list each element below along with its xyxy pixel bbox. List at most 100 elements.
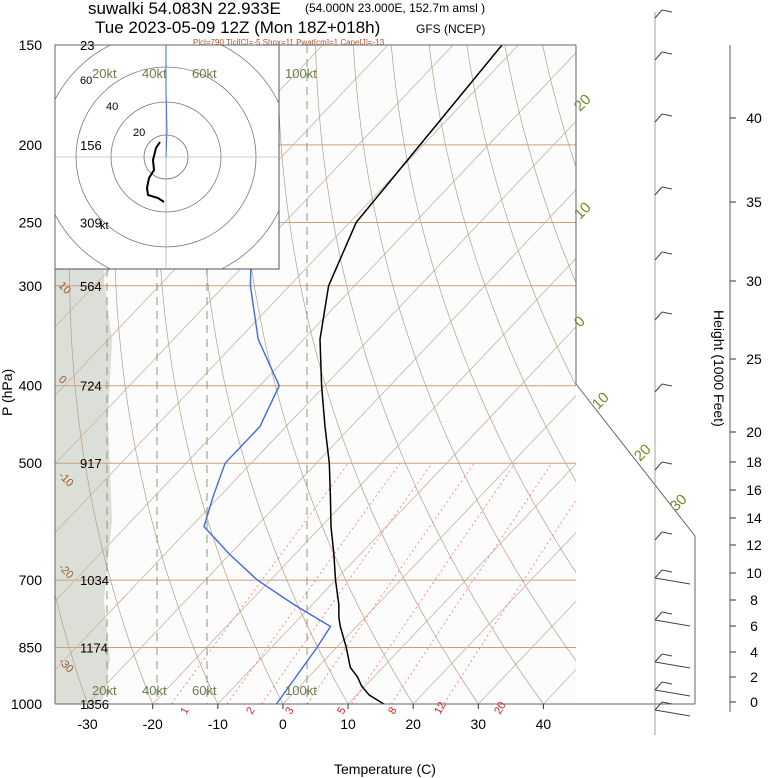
dry-adiabat-90 (504, 45, 576, 284)
dry-adiabat-70 (428, 45, 576, 482)
isotherm-40 (543, 669, 576, 704)
plot-right-outline (575, 45, 696, 704)
temperature-profile (319, 45, 503, 704)
mixing-ratio-label: 8 (386, 705, 399, 716)
wind-barb-long (654, 661, 691, 669)
wind-label-100kt-bottom: 100kt (285, 683, 317, 698)
geopotential-height-label: 564 (80, 279, 102, 294)
hodograph-ring-label-60: 60 (80, 75, 92, 87)
wind-barb-shaft (654, 611, 663, 621)
wind-barb-flag (661, 113, 673, 117)
wind-barb-shaft (654, 9, 663, 19)
pressure-tick-label: 1000 (11, 696, 42, 712)
wind-label-60kt-bottom: 60kt (192, 683, 217, 698)
wind-barb-long (654, 619, 691, 627)
run-time-title: Tue 2023-05-09 12Z (Mon 18Z+018h) (95, 18, 380, 37)
x-tick-label: -10 (208, 716, 228, 732)
hodograph: 60 40 20 kt (54, 44, 280, 270)
pressure-tick-label: 400 (19, 378, 43, 394)
mixing-ratio-3 (261, 462, 433, 704)
isotherm--70 (55, 45, 454, 465)
isotherm-0 (282, 394, 576, 704)
wind-label-60kt-top: 60kt (192, 66, 217, 81)
wind-barb-flag (661, 383, 673, 387)
hodograph-upper-trace (165, 45, 168, 158)
wind-barb-shaft (654, 186, 663, 196)
wind-barb-flag (661, 461, 673, 465)
wind-barb-flag (661, 531, 673, 535)
wind-barb-long (654, 577, 691, 585)
dry-adiabat-60 (390, 45, 576, 574)
dry-adiabat-30 (277, 45, 479, 704)
isotherm-20 (412, 532, 576, 704)
mixing-ratio-label: 1 (178, 705, 191, 716)
pressure-tick-label: 200 (19, 137, 43, 153)
wind-barb-flag (661, 311, 673, 315)
hodograph-ring-label-40: 40 (106, 101, 118, 113)
hodograph-ring-label-20: 20 (133, 127, 145, 139)
y-axis-label: P (hPa) (0, 369, 15, 416)
pressure-tick-label: 300 (19, 278, 43, 294)
geopotential-height-label: 156 (80, 138, 102, 153)
height-ft-label: 20 (746, 424, 762, 440)
height-ft-label: 16 (746, 482, 762, 498)
wind-barb-shaft (654, 113, 663, 123)
wind-barb-shaft (654, 461, 663, 471)
hodograph-trace (145, 141, 165, 203)
wind-barb-shaft (654, 251, 663, 261)
wind-label-20kt-top: 20kt (92, 66, 117, 81)
dry-adiabat-0 (157, 45, 284, 704)
pressure-tick-label: 850 (19, 640, 43, 656)
dry-adiabat-120 (618, 45, 768, 704)
dry-adiabat--30 (55, 592, 88, 704)
isotherm--30 (87, 189, 576, 704)
wind-barb-shaft (654, 569, 663, 579)
wind-label-40kt-top: 40kt (142, 66, 167, 81)
hodograph-unit: kt (100, 220, 109, 232)
height-ft-label: 2 (750, 669, 758, 685)
height-ft-label: 8 (750, 592, 758, 608)
wind-barb-flag (661, 186, 673, 190)
mixing-ratio-label: 20 (492, 700, 509, 717)
isotherm--20 (152, 257, 576, 704)
x-tick-label: 10 (340, 716, 356, 732)
station-title: suwalki 54.083N 22.933E (88, 0, 281, 18)
x-tick-label: 20 (405, 716, 421, 732)
height-ft-label: 12 (746, 537, 762, 553)
wind-barb-shaft (654, 531, 663, 541)
dry-adiabat--10 (113, 45, 219, 704)
isotherm--10 (217, 326, 576, 704)
wind-barb-shaft (654, 701, 663, 711)
dry-adiabat-50 (352, 45, 576, 662)
wind-barb-flag (661, 611, 673, 615)
height-ft-label: 40 (746, 110, 762, 126)
x-tick-label: -20 (143, 716, 163, 732)
wind-barb-shaft (654, 383, 663, 393)
wind-label-100kt-top: 100kt (285, 66, 317, 81)
height-ft-label: 35 (746, 194, 762, 210)
height-ft-label: 6 (750, 618, 758, 634)
mixing-ratio-20 (443, 499, 576, 704)
wind-barb-flag (661, 681, 673, 685)
height-ft-label: 4 (750, 644, 758, 660)
wind-barb-long (654, 689, 691, 697)
wind-barb-flag (661, 51, 673, 55)
pressure-tick-label: 150 (19, 37, 43, 53)
pressure-tick-label: 250 (19, 214, 43, 230)
x-axis-label: Temperature (C) (334, 761, 436, 777)
geopotential-height-label: 1174 (80, 641, 108, 656)
isotherm--60 (55, 45, 519, 534)
geopotential-height-label: 917 (80, 456, 102, 471)
mixing-ratio-8 (351, 463, 516, 704)
grid-point-info: (54.000N 23.000E, 152.7m amsl ) (305, 1, 485, 15)
height-ft-label: 25 (746, 351, 762, 367)
dry-adiabat-40 (315, 45, 544, 704)
wind-barb-shaft (654, 51, 663, 61)
theta-label-right: 10 (589, 389, 613, 413)
mixing-ratio-2 (226, 462, 401, 704)
wind-barb-shaft (654, 681, 663, 691)
x-tick-label: 40 (536, 716, 552, 732)
wind-barb-shaft (654, 311, 663, 321)
